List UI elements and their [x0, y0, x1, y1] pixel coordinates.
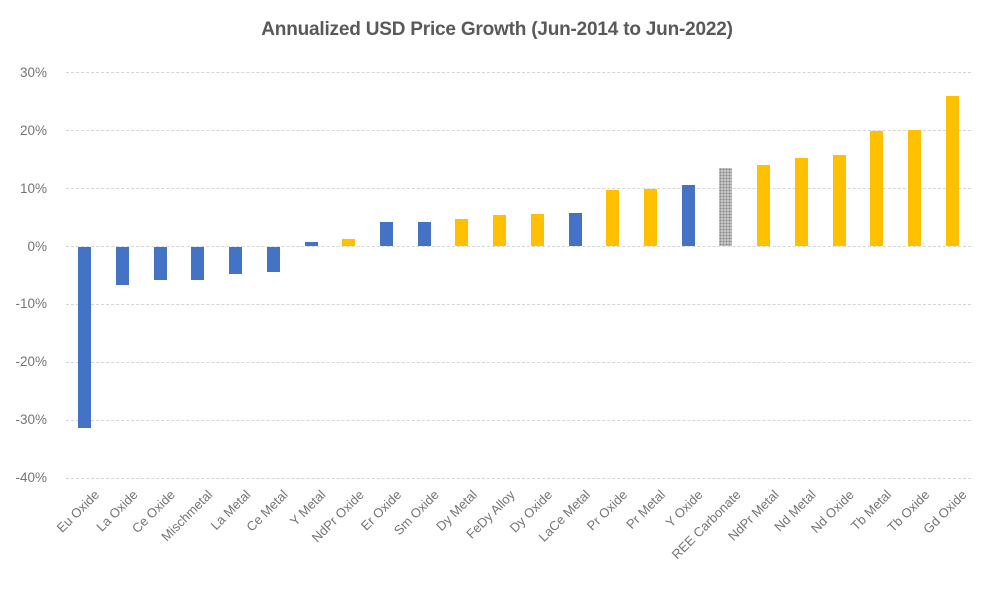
bar-dy-metal [455, 219, 469, 247]
bar-ndpr-metal [757, 164, 771, 247]
bar-mischmetal [191, 246, 205, 280]
y-axis-tick-label: -20% [15, 354, 47, 370]
bar-sm-oxide [417, 222, 431, 247]
gridline--30% [66, 419, 971, 421]
gridline-0% [66, 246, 971, 247]
bar-nd-metal [794, 158, 808, 247]
bar-gd-oxide [945, 95, 959, 247]
bar-dy-oxide [530, 214, 544, 247]
x-axis-category-label: Pr Metal [623, 487, 669, 532]
y-axis-tick-label: 20% [19, 122, 47, 138]
bar-fedy-alloy [493, 214, 507, 247]
y-axis-tick-label: -10% [15, 296, 47, 312]
y-axis-tick-label: -40% [15, 470, 47, 486]
gridline--10% [66, 303, 971, 305]
bar-tb-oxide [907, 129, 921, 247]
bar-ndpr-oxide [342, 238, 356, 247]
bar-nd-oxide [832, 155, 846, 247]
bar-tb-metal [870, 131, 884, 247]
x-axis-category-label: Pr Oxide [584, 487, 631, 534]
bar-la-oxide [116, 246, 130, 285]
x-axis-category-label: Eu Oxide [54, 487, 103, 536]
bar-lace-metal [568, 213, 582, 247]
y-axis-tick-label: 0% [27, 238, 47, 254]
bar-ce-metal [266, 246, 280, 272]
bar-pr-metal [643, 188, 657, 247]
gridline-30% [66, 72, 971, 74]
bar-y-metal [304, 241, 318, 247]
chart-title: Annualized USD Price Growth (Jun-2014 to… [261, 19, 733, 40]
bar-la-metal [229, 246, 243, 275]
bar-pr-oxide [606, 189, 620, 247]
y-axis-tick-label: 10% [19, 180, 47, 196]
gridline--40% [66, 477, 971, 479]
gridline-10% [66, 188, 971, 190]
gridline--20% [66, 361, 971, 363]
bar-er-oxide [380, 222, 394, 247]
bar-ce-oxide [153, 246, 167, 281]
y-axis-tick-label: -30% [15, 412, 47, 428]
bar-eu-oxide [78, 246, 92, 428]
gridline-20% [66, 130, 971, 132]
y-axis-tick-label: 30% [19, 64, 47, 80]
bar-y-oxide [681, 185, 695, 247]
bar-ree-carbonate [719, 167, 733, 247]
